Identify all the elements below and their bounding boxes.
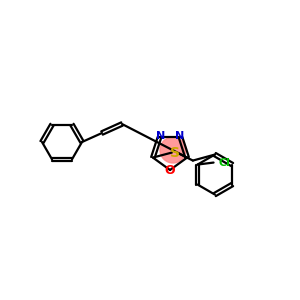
Text: N: N bbox=[175, 131, 184, 141]
Circle shape bbox=[160, 137, 186, 163]
Text: S: S bbox=[170, 146, 180, 160]
Text: N: N bbox=[156, 131, 165, 141]
Text: Cl: Cl bbox=[219, 158, 230, 168]
Text: O: O bbox=[165, 164, 175, 178]
